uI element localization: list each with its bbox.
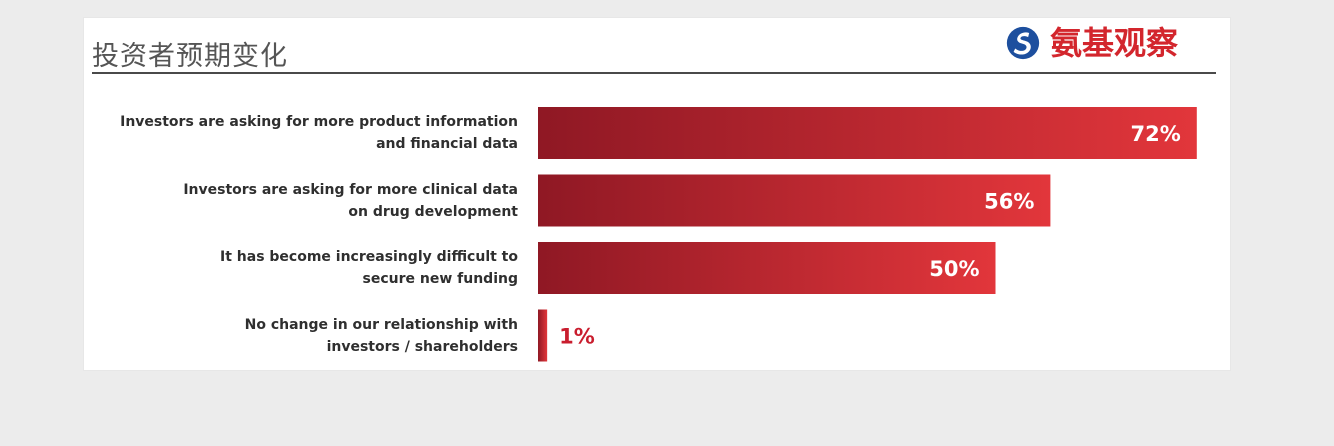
category-label-line: secure new funding: [362, 271, 518, 287]
category-label-line: Investors are asking for more clinical d…: [183, 181, 518, 198]
header-divider: [92, 72, 1216, 74]
category-label: It has become increasingly difficult to s…: [120, 246, 518, 290]
category-label-line: on drug development: [348, 203, 518, 220]
category-label-line: No change in our relationship with: [244, 316, 518, 333]
category-label: Investors are asking for more clinical d…: [120, 179, 518, 223]
category-label-line: and financial data: [376, 136, 518, 152]
brand: 氨基观察: [1004, 24, 1178, 62]
value-label: 72%: [1131, 122, 1181, 146]
value-label: 56%: [984, 190, 1034, 214]
bar: [538, 309, 548, 362]
bar: [538, 242, 996, 294]
value-label: 50%: [929, 257, 979, 281]
category-label-line: It has become increasingly difficult to: [220, 249, 518, 265]
bar: [538, 174, 1051, 227]
value-label: 1%: [559, 325, 595, 349]
page-title: 投资者预期变化: [92, 41, 288, 72]
brand-logo-icon: [1006, 26, 1040, 60]
bar: [538, 107, 1197, 159]
category-label: No change in our relationship with invest…: [120, 314, 518, 358]
category-label-line: investors / shareholders: [326, 338, 518, 355]
category-label: Investors are asking for more product in…: [120, 111, 518, 155]
category-label-line: Investors are asking for more product in…: [120, 114, 518, 130]
brand-text: 氨基观察: [1050, 24, 1179, 62]
